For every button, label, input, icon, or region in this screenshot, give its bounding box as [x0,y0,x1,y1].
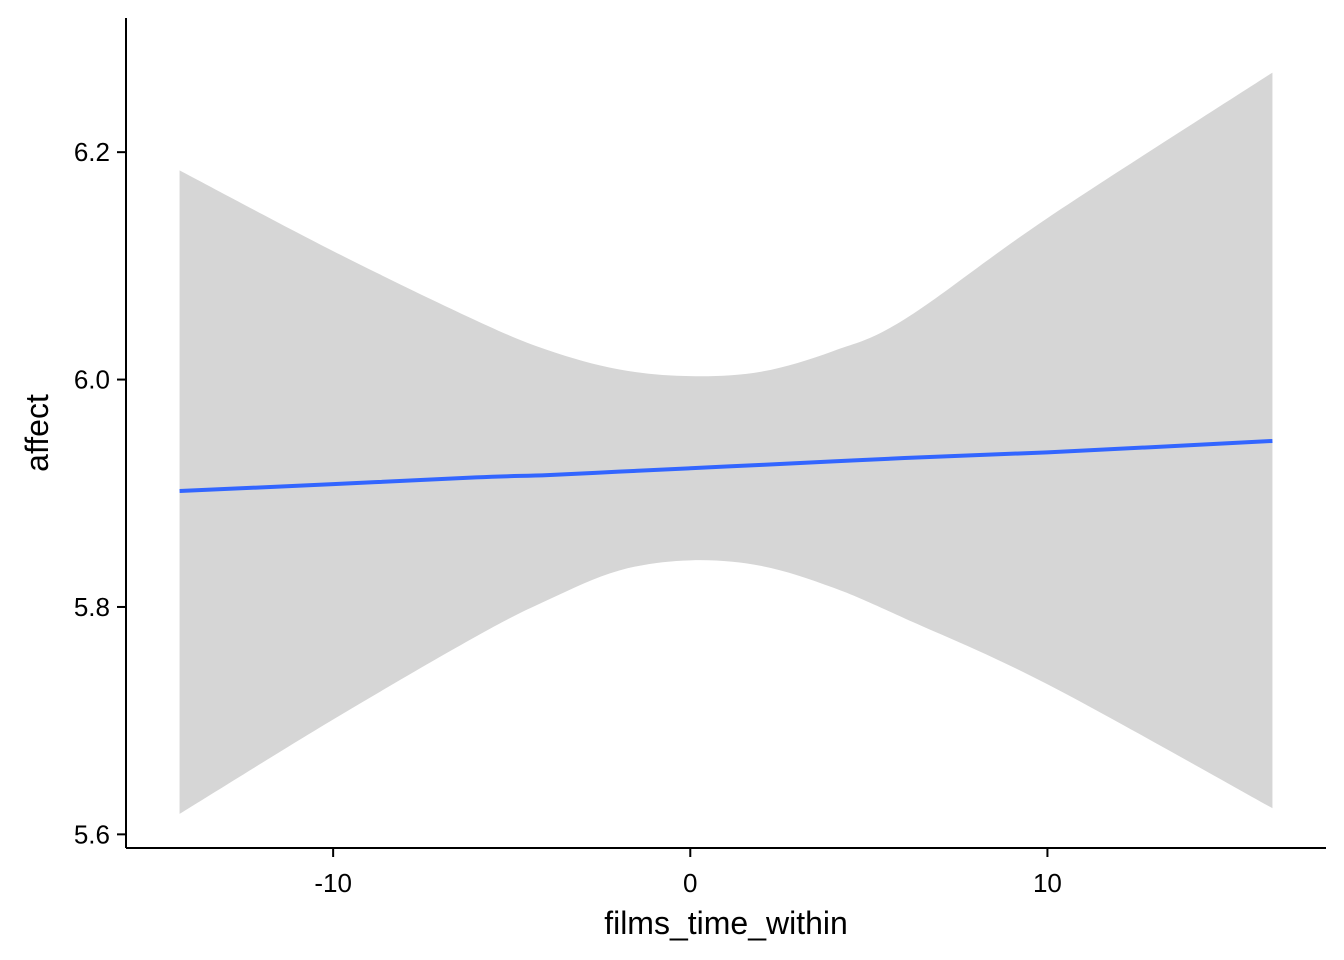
fit-line [179,438,1273,493]
fit-line-layer [179,438,1273,493]
x-tick-label: -10 [314,868,352,898]
x-tick-label: 0 [683,868,697,898]
y-axis-ticks: 5.6 5.8 6.0 6.2 [74,137,126,849]
confidence-band-layer [179,72,1273,814]
confidence-band [179,72,1273,814]
x-axis-ticks: -10 0 10 [314,848,1062,898]
x-axis-title: films_time_within [604,905,848,941]
y-tick-label: 6.0 [74,365,110,395]
y-tick-label: 5.8 [74,592,110,622]
y-axis-title: affect [19,394,55,472]
y-tick-label: 5.6 [74,819,110,849]
y-tick-label: 6.2 [74,137,110,167]
x-tick-label: 10 [1033,868,1062,898]
